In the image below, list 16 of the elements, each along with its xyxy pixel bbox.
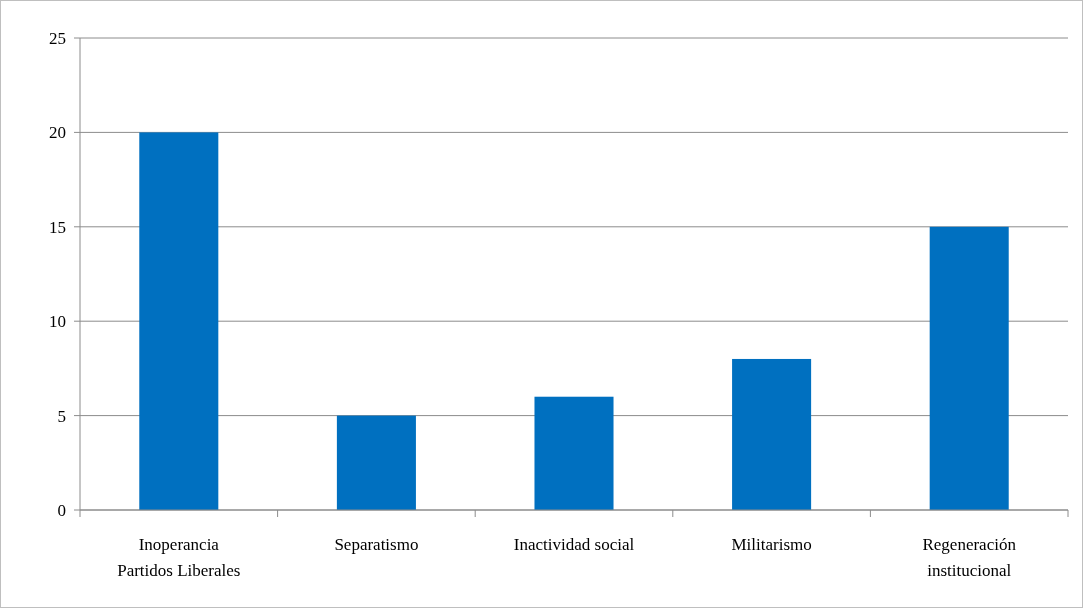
bar: [139, 132, 219, 510]
bar: [336, 415, 416, 510]
x-tick-label: Militarismo: [731, 535, 812, 554]
x-tick-label: Regeneración institucional: [922, 535, 1017, 580]
y-tick-label: 20: [49, 123, 66, 143]
y-tick-label: 0: [57, 500, 66, 520]
x-tick-label: Separatismo: [334, 535, 419, 554]
x-tick-label: Inoperancia Partidos Liberales: [117, 535, 241, 580]
y-tick-label: 5: [57, 406, 66, 426]
y-tick-label: 10: [49, 312, 66, 332]
bar: [929, 226, 1009, 510]
x-tick-label: Inactividad social: [513, 535, 635, 554]
y-tick-label: 15: [49, 217, 66, 237]
y-tick-label: 25: [49, 28, 66, 48]
bar: [534, 396, 614, 510]
bar: [732, 358, 812, 510]
